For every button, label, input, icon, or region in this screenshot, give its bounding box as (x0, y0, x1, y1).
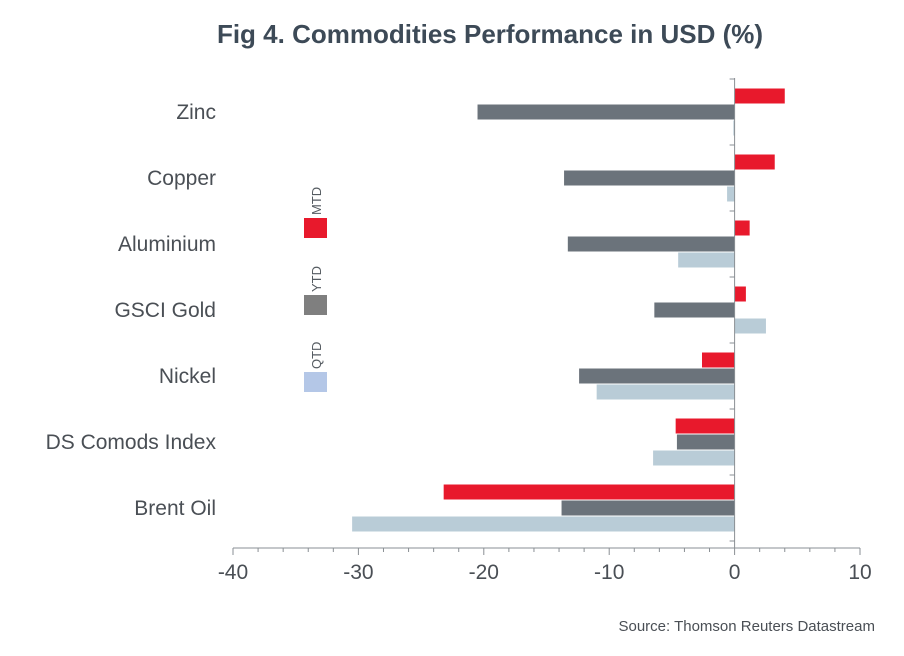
bar-mtd-gsci-gold (734, 286, 746, 302)
category-label-gsci-gold: GSCI Gold (114, 299, 216, 322)
legend-label-mtd: MTD (309, 187, 324, 215)
bar-ytd-ds-comods-index (676, 434, 735, 450)
bar-mtd-copper (734, 154, 775, 170)
bar-mtd-ds-comods-index (675, 418, 735, 434)
x-tick-label: 10 (848, 561, 871, 584)
category-label-zinc: Zinc (176, 101, 216, 124)
bar-mtd-brent-oil (443, 484, 735, 500)
category-label-ds-comods-index: DS Comods Index (46, 431, 217, 454)
bar-qtd-brent-oil (352, 516, 735, 532)
bar-qtd-zinc (733, 120, 735, 136)
bar-mtd-zinc (734, 88, 785, 104)
source-note: Source: Thomson Reuters Datastream (618, 618, 875, 635)
bar-ytd-nickel (579, 368, 735, 384)
legend-swatch-ytd (304, 295, 327, 315)
bar-qtd-nickel (596, 384, 735, 400)
category-label-copper: Copper (147, 167, 216, 190)
bar-qtd-ds-comods-index (653, 450, 735, 466)
legend-swatch-mtd (304, 218, 327, 238)
bar-ytd-copper (564, 170, 735, 186)
chart-title: Fig 4. Commodities Performance in USD (%… (217, 19, 763, 49)
x-tick-label: -30 (343, 561, 373, 584)
bar-ytd-brent-oil (561, 500, 735, 516)
bar-mtd-nickel (702, 352, 735, 368)
x-tick-label: 0 (729, 561, 741, 584)
x-tick-label: -40 (218, 561, 248, 584)
category-label-brent-oil: Brent Oil (134, 497, 216, 520)
legend-swatch-qtd (304, 372, 327, 392)
x-tick-label: -20 (469, 561, 499, 584)
bar-ytd-aluminium (567, 236, 735, 252)
category-label-aluminium: Aluminium (118, 233, 216, 256)
bar-qtd-copper (727, 186, 735, 202)
bar-qtd-aluminium (678, 252, 735, 268)
x-tick-label: -10 (594, 561, 624, 584)
legend: MTD YTD QTD (304, 187, 327, 392)
bars (352, 88, 785, 532)
category-labels: Zinc Copper Aluminium GSCI Gold Nickel DS Com… (46, 101, 217, 520)
axes: -40 -30 -20 -10 0 10 (218, 78, 872, 584)
bar-qtd-gsci-gold (734, 318, 766, 334)
legend-label-qtd: QTD (309, 342, 324, 369)
legend-label-ytd: YTD (309, 266, 324, 292)
bar-ytd-zinc (477, 104, 735, 120)
category-label-nickel: Nickel (159, 365, 216, 388)
bar-ytd-gsci-gold (654, 302, 735, 318)
bar-mtd-aluminium (734, 220, 750, 236)
